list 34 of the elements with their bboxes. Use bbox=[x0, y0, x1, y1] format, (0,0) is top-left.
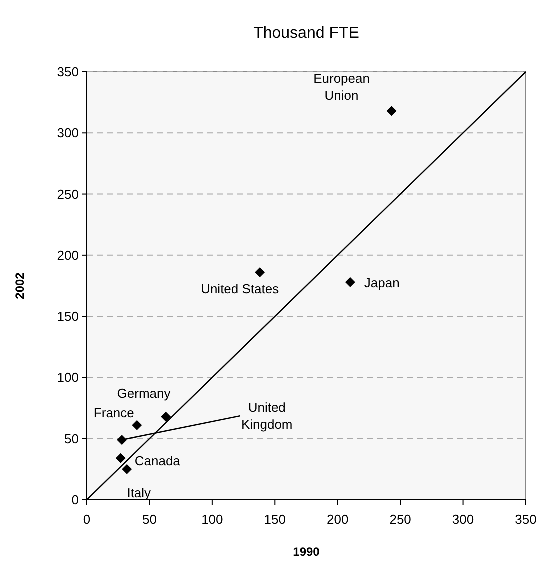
x-tick-label: 50 bbox=[142, 512, 157, 527]
y-tick-label: 100 bbox=[57, 370, 79, 386]
point bbox=[345, 277, 356, 288]
annotation: United Kingdom bbox=[241, 400, 293, 432]
point bbox=[386, 106, 397, 116]
annotation: Japan bbox=[364, 275, 400, 290]
x-tick-label: 200 bbox=[327, 512, 349, 527]
y-axis-title: 2002 bbox=[13, 272, 27, 300]
x-tick-label: 250 bbox=[390, 512, 412, 527]
point bbox=[122, 464, 132, 474]
x-tick-label: 350 bbox=[515, 512, 537, 527]
annotation: Italy bbox=[127, 485, 152, 500]
annotation: Germany bbox=[117, 386, 172, 401]
annotation: France bbox=[94, 405, 134, 420]
x-tick-label: 0 bbox=[83, 512, 91, 527]
y-tick-label: 350 bbox=[57, 64, 79, 80]
annotation: United States bbox=[201, 282, 280, 297]
point bbox=[161, 412, 172, 422]
point bbox=[132, 420, 142, 430]
annotation: Canada bbox=[134, 453, 182, 468]
x-axis-title: 1990 bbox=[293, 545, 320, 559]
y-tick-label: 50 bbox=[64, 431, 79, 446]
y-tick-label: 250 bbox=[57, 186, 79, 202]
annotation: European Union bbox=[314, 71, 370, 104]
y-tick-label: 150 bbox=[57, 309, 79, 324]
x-tick-label: 150 bbox=[264, 512, 286, 527]
chart-title: Thousand FTE bbox=[254, 25, 360, 42]
x-tick-label: 100 bbox=[202, 512, 224, 527]
point bbox=[116, 453, 126, 464]
y-tick-label: 300 bbox=[57, 126, 79, 141]
y-tick-label: 200 bbox=[57, 248, 79, 263]
x-tick-label: 300 bbox=[452, 512, 474, 527]
y-tick-label: 0 bbox=[72, 492, 79, 508]
point bbox=[255, 268, 266, 278]
